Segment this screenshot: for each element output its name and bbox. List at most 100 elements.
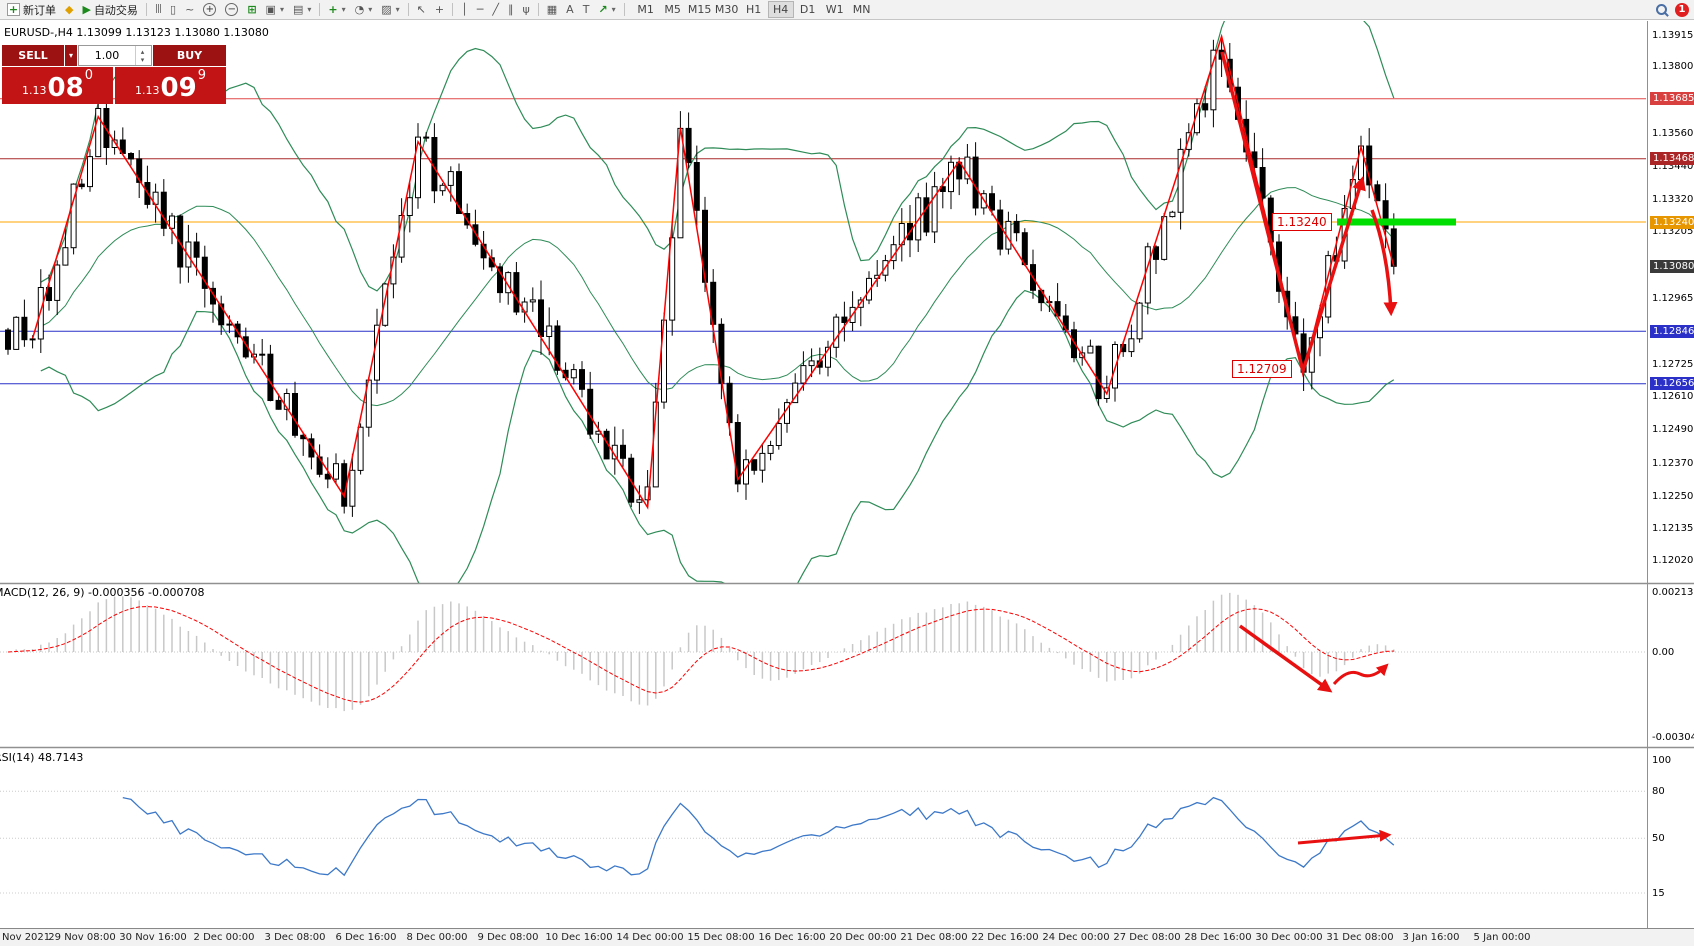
price-axis-label: 1.13800 bbox=[1652, 61, 1694, 73]
horizontal-line-button[interactable]: ─ bbox=[473, 1, 488, 19]
time-axis-label: 28 Dec 16:00 bbox=[1184, 932, 1252, 943]
price-axis-label: 1.12250 bbox=[1652, 490, 1694, 502]
cursor-button[interactable]: ↖ bbox=[413, 1, 430, 19]
new-order-icon: + bbox=[7, 3, 20, 16]
main-price-panel[interactable] bbox=[0, 0, 1646, 610]
price-axis-label: 1.13080 bbox=[1650, 259, 1694, 273]
order-type-dropdown[interactable]: ▾ bbox=[65, 45, 77, 66]
price-flag-12709[interactable]: 1.12709 bbox=[1232, 360, 1292, 379]
chevron-down-icon: ▾ bbox=[279, 5, 284, 14]
crosshair-button[interactable]: + bbox=[431, 1, 448, 19]
templates-button[interactable]: ▨ ▾ bbox=[377, 1, 403, 19]
time-axis-label: 15 Dec 08:00 bbox=[687, 932, 755, 943]
chevron-down-icon: ▾ bbox=[307, 5, 312, 14]
chart-bars-button[interactable]: ||| bbox=[151, 1, 165, 19]
new-order-button[interactable]: + 新订单 bbox=[3, 1, 60, 19]
search-icon[interactable] bbox=[1656, 4, 1667, 15]
market-button[interactable]: ◆ bbox=[61, 1, 77, 19]
macd-panel[interactable] bbox=[0, 592, 1646, 712]
horizontal-line-icon: ─ bbox=[476, 3, 484, 16]
new-chart-button[interactable]: ▣ ▾ bbox=[262, 1, 288, 19]
market-icon: ◆ bbox=[65, 3, 74, 16]
sell-button[interactable]: SELL bbox=[2, 45, 64, 66]
chart-candles-button[interactable]: ▯ bbox=[166, 1, 180, 19]
sell-price[interactable]: 1.13 08 0 bbox=[2, 67, 113, 104]
zoom-out-button[interactable]: − bbox=[221, 1, 242, 19]
chart-line-button[interactable]: ~ bbox=[181, 1, 198, 19]
notification-badge[interactable]: 1 bbox=[1675, 2, 1689, 17]
timeframe-h4[interactable]: H4 bbox=[767, 1, 794, 18]
time-axis-label: 2 Dec 00:00 bbox=[193, 932, 255, 943]
indicators-button[interactable]: + ▾ bbox=[324, 1, 349, 19]
price-axis-label: 1.12370 bbox=[1652, 457, 1694, 469]
zoom-in-button[interactable]: + bbox=[199, 1, 220, 19]
macd-scale-label: 0.002131 bbox=[1652, 586, 1694, 598]
arrows-button[interactable]: ↗ ▾ bbox=[594, 1, 619, 19]
macd-scale-label: 0.00 bbox=[1652, 646, 1675, 658]
price-axis-label: 1.13685 bbox=[1650, 92, 1694, 106]
stepper-up-icon[interactable]: ▴ bbox=[140, 47, 145, 56]
pitchfork-button[interactable]: ψ bbox=[518, 1, 533, 19]
chevron-down-icon: ▾ bbox=[368, 5, 373, 14]
vertical-line-button[interactable]: │ bbox=[457, 1, 472, 19]
zoom-out-icon: − bbox=[225, 3, 239, 16]
channel-button[interactable]: ∥ bbox=[504, 1, 518, 19]
price-axis-label: 1.13240 bbox=[1650, 215, 1694, 229]
chart-ohlc-line: EURUSD-,H4 1.13099 1.13123 1.13080 1.130… bbox=[4, 26, 269, 39]
stepper-down-icon[interactable]: ▾ bbox=[140, 55, 145, 64]
time-axis-label: 24 Dec 00:00 bbox=[1042, 932, 1110, 943]
rsi-panel[interactable] bbox=[0, 790, 1646, 894]
shapes-button[interactable]: ▦ bbox=[543, 1, 561, 19]
line-chart-icon: ~ bbox=[185, 3, 195, 16]
timeframe-m1[interactable]: M1 bbox=[633, 1, 659, 18]
time-axis-label: 21 Dec 08:00 bbox=[900, 932, 968, 943]
price-axis-label: 1.13915 bbox=[1652, 29, 1694, 41]
main-toolbar: + 新订单 ◆ ▶ 自动交易 ||| ▯ ~ + − ⊞ ▣ ▾ ▤ ▾ + ▾ bbox=[0, 0, 1694, 20]
text-label-button[interactable]: T bbox=[579, 1, 594, 19]
price-axis[interactable]: 1.13915 1.13800 1.13685 1.13560 1.13468 1.134… bbox=[1650, 0, 1694, 946]
buy-price-prefix: 1.13 bbox=[135, 84, 160, 97]
price-flag-13240[interactable]: 1.13240 bbox=[1272, 213, 1332, 231]
time-axis-label: 6 Dec 16:00 bbox=[335, 932, 397, 943]
zoom-in-icon: + bbox=[203, 3, 217, 16]
toolbar-separator bbox=[145, 3, 147, 16]
timeframe-h1[interactable]: H1 bbox=[741, 1, 767, 18]
time-axis-label: 5 Jan 00:00 bbox=[1473, 932, 1531, 943]
timeframe-m5[interactable]: M5 bbox=[660, 1, 686, 18]
volume-input[interactable] bbox=[79, 46, 135, 65]
toolbar-separator bbox=[623, 3, 625, 16]
profiles-button[interactable]: ▤ ▾ bbox=[289, 1, 315, 19]
trendline-button[interactable]: ╱ bbox=[488, 1, 503, 19]
buy-button[interactable]: BUY bbox=[153, 45, 226, 66]
rsi-scale-label: 15 bbox=[1652, 887, 1665, 899]
price-axis-label: 1.12020 bbox=[1652, 554, 1694, 566]
volume-stepper[interactable]: ▴ ▾ bbox=[135, 46, 149, 65]
timeframe-w1[interactable]: W1 bbox=[822, 1, 848, 18]
text-button[interactable]: A bbox=[562, 1, 578, 19]
trade-panel-prices: 1.13 08 0 1.13 09 9 bbox=[2, 67, 226, 104]
rsi-scale-label: 100 bbox=[1652, 754, 1672, 766]
buy-price[interactable]: 1.13 09 9 bbox=[115, 67, 226, 104]
time-axis[interactable]: Nov 2021 29 Nov 08:00 30 Nov 16:00 2 Dec 00… bbox=[0, 928, 1694, 946]
time-axis-label: 20 Dec 00:00 bbox=[829, 932, 897, 943]
sell-price-pip: 0 bbox=[84, 68, 93, 83]
new-order-label: 新订单 bbox=[23, 3, 56, 17]
periods-button[interactable]: ◔ ▾ bbox=[351, 1, 377, 19]
crosshair-icon: + bbox=[434, 3, 445, 16]
time-axis-label: 3 Jan 16:00 bbox=[1402, 932, 1460, 943]
autotrading-label: 自动交易 bbox=[93, 3, 138, 17]
tile-windows-button[interactable]: ⊞ bbox=[243, 1, 260, 19]
buy-price-main: 09 bbox=[160, 73, 197, 103]
arrow-objects-icon: ↗ bbox=[598, 3, 608, 16]
autotrading-button[interactable]: ▶ 自动交易 bbox=[78, 1, 141, 19]
timeframe-mn[interactable]: MN bbox=[849, 1, 875, 18]
channel-icon: ∥ bbox=[507, 3, 514, 16]
add-indicator-icon: + bbox=[328, 3, 338, 16]
text-label-icon: T bbox=[582, 3, 590, 16]
trade-panel-controls: SELL ▾ ▴ ▾ BUY bbox=[2, 45, 226, 66]
timeframe-m30[interactable]: M30 bbox=[714, 3, 739, 16]
timeframe-d1[interactable]: D1 bbox=[795, 1, 821, 18]
timeframe-m15[interactable]: M15 bbox=[687, 3, 712, 16]
